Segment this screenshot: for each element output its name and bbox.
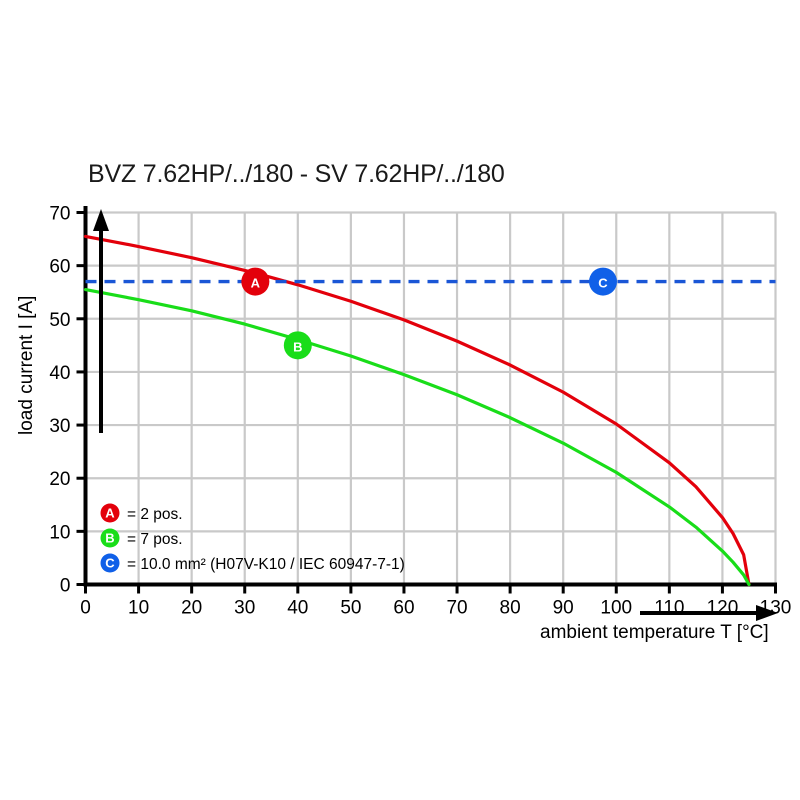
y-axis-tick-label: 10 [49,522,70,543]
x-axis-tick-label: 60 [393,598,414,619]
legend-badge-letter: C [105,556,115,571]
marker-circle [589,267,617,296]
x-axis-arrow-head [756,605,778,621]
legend-item-c[interactable]: C = 10.0 mm² (H07V-K10 / IEC 60947-7-1) [100,553,405,574]
y-axis-tick-label: 50 [49,310,70,331]
marker-a[interactable]: A [241,267,270,296]
y-axis-title-group: load current I [A] [16,209,109,435]
grid-lines [84,211,777,586]
chart-legend: A = 2 pos. B = 7 pos. C = 10.0 mm² (H07V-K10 … [100,503,405,574]
legend-label: = 10.0 mm² (H07V-K10 / IEC 60947-7-1) [127,556,405,573]
y-axis-tick-label: 40 [49,363,70,384]
series-line-b [83,287,751,587]
marker-b[interactable]: B [283,331,312,360]
marker-letter: C [598,276,608,291]
legend-badge-letter: B [105,531,114,546]
y-axis-tick-labels: 0 10 20 30 40 50 60 70 [49,204,70,597]
data-point-markers: A B C [241,267,617,360]
legend-badge-letter: A [105,506,115,521]
legend-badge-c [100,553,120,573]
marker-c[interactable]: C [589,267,617,296]
x-axis-tick-label: 110 [654,598,684,619]
x-axis-tick-label: 90 [553,598,574,619]
x-axis-tick-label: 0 [80,598,91,619]
y-axis-title: load current I [A] [16,296,37,435]
x-axis-tick-label: 30 [234,598,255,619]
legend-item-b[interactable]: B = 7 pos. [100,528,183,549]
x-axis-title: ambient temperature T [°C] [540,622,769,643]
x-axis-tick-label: 100 [600,598,632,619]
y-axis-tick-label: 60 [49,257,70,278]
data-series-group [83,234,776,587]
marker-letter: B [293,339,302,354]
marker-letter: A [251,276,261,291]
x-axis-tick-label: 50 [340,598,361,619]
x-axis-tick-label: 40 [287,598,308,619]
y-axis-arrow-head [93,209,109,231]
page-title: BVZ 7.62HP/../180 - SV 7.62HP/../180 [88,160,505,188]
legend-item-a[interactable]: A = 2 pos. [100,503,183,524]
x-axis-tick-label: 120 [707,598,739,619]
series-line-a [83,234,751,587]
x-axis-tick-label: 80 [500,598,521,619]
marker-circle [241,267,270,296]
legend-badge-a [100,503,120,523]
x-axis-title-group: ambient temperature T [°C] [540,605,778,643]
x-axis-tick-label: 20 [181,598,202,619]
y-axis-tick-label: 30 [49,416,70,437]
y-axis-tick-label: 70 [49,204,70,225]
x-axis-tick-labels: 0 10 20 30 40 50 60 70 80 90 100 110 120 130 [80,598,791,619]
legend-label: = 2 pos. [127,506,183,523]
y-axis-tick-label: 20 [49,469,70,490]
legend-badge-b [100,528,120,548]
x-axis-ticks [84,584,777,594]
y-axis-tick-label: 0 [60,576,71,597]
marker-circle [283,331,312,360]
legend-label: = 7 pos. [127,531,183,548]
x-axis-tick-label: 70 [446,598,467,619]
y-axis-ticks [76,211,86,586]
x-axis-tick-label: 10 [128,598,149,619]
